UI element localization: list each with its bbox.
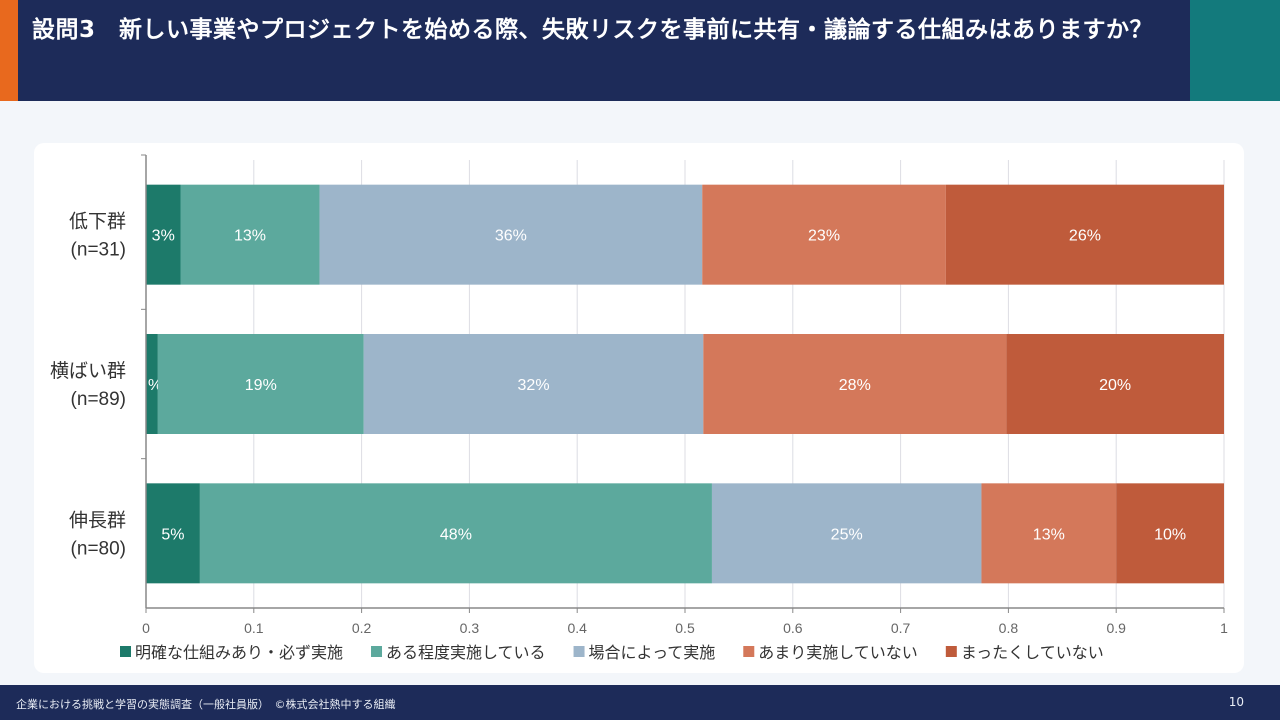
bar-segment: [711, 483, 982, 584]
data-label: 19%: [245, 377, 277, 394]
bar-segment: [1116, 483, 1224, 584]
category-label: 伸長群: [69, 509, 126, 531]
bar-segment: [703, 334, 1007, 434]
bar-segment: [363, 334, 704, 434]
data-label: 3%: [152, 228, 175, 245]
page-number: 10: [1228, 695, 1244, 709]
data-label: 48%: [440, 526, 472, 543]
legend-swatch: [573, 646, 585, 657]
slide-title: 設問3 新しい事業やプロジェクトを始める際、失敗リスクを事前に共有・議論する仕組…: [32, 17, 1154, 43]
bar-segment: [180, 184, 320, 285]
x-tick-label: 0.4: [567, 620, 587, 636]
bar-segment: [981, 483, 1117, 584]
category-n-label: (n=31): [71, 240, 126, 261]
x-tick-label: 0.2: [352, 620, 372, 636]
legend-swatch: [945, 646, 957, 657]
header-accent-orange: [0, 0, 18, 101]
bar-segment: [146, 184, 181, 285]
bar-segment: [945, 184, 1224, 285]
header-accent-teal: [1190, 0, 1280, 101]
bar-segment: [1006, 334, 1224, 434]
legend-swatch: [743, 646, 755, 657]
bar-segment: [146, 483, 200, 584]
category-label: 低下群: [69, 211, 126, 233]
axes: 0 0.1 0.2 0.3 0.4 0.5 0.6 0.7 0.8 0.9 1 低下群 (n=31) 横ば…: [50, 154, 1228, 636]
data-label: 13%: [234, 228, 266, 245]
slide-header: 設問3 新しい事業やプロジェクトを始める際、失敗リスクを事前に共有・議論する仕組…: [0, 0, 1280, 101]
x-tick-label: 0.5: [675, 620, 695, 636]
legend-label: 場合によって実施: [589, 644, 716, 662]
x-tick-label: 1: [1220, 620, 1228, 636]
data-label: 28%: [839, 377, 871, 394]
data-label: 23%: [808, 228, 840, 245]
chart-card: 3% 13% 36% 23% 26%% 19% 32% 28% 20% 5% 48% 25% 13% 10…: [34, 143, 1244, 673]
bar-segment: [319, 184, 703, 285]
x-tick-label: 0.6: [783, 620, 803, 636]
x-tick-label: 0.9: [1106, 620, 1126, 636]
data-label: 5%: [161, 526, 184, 543]
slide-footer: 企業における挑戦と学習の実態調査（一般社員版） ©株式会社熱中する組織 10: [0, 685, 1280, 720]
data-label: 25%: [831, 526, 863, 543]
legend-swatch: [120, 646, 131, 657]
data-label: 10%: [1154, 526, 1186, 543]
legend-label: ある程度実施している: [386, 644, 546, 662]
x-tick-label: 0.3: [460, 620, 480, 636]
legend: 明確な仕組みあり・必ず実施 ある程度実施している 場合によって実施 あまり実施していな…: [120, 644, 1104, 662]
data-label: 13%: [1033, 526, 1065, 543]
bar-segment: [157, 334, 364, 434]
x-tick-label: 0.8: [999, 620, 1019, 636]
x-tick-label: 0.7: [891, 620, 911, 636]
legend-label: あまり実施していない: [758, 644, 918, 662]
category-n-label: (n=89): [71, 389, 126, 410]
data-label: 20%: [1099, 377, 1131, 394]
bar-segment: [146, 334, 158, 434]
bar-segment: [702, 184, 946, 285]
bar-segment: [199, 483, 712, 584]
x-tick-label: 0.1: [244, 620, 264, 636]
legend-label: まったくしていない: [961, 644, 1104, 662]
legend-swatch: [371, 646, 383, 657]
footer-source: 企業における挑戦と学習の実態調査（一般社員版） ©株式会社熱中する組織: [16, 698, 396, 711]
legend-label: 明確な仕組みあり・必ず実施: [135, 644, 343, 662]
bars: 3% 13% 36% 23% 26%% 19% 32% 28% 20%5% 48% 25% 13% 10…: [146, 184, 1224, 584]
category-n-label: (n=80): [71, 538, 126, 559]
category-label: 横ばい群: [50, 360, 126, 382]
data-label: 36%: [495, 228, 527, 245]
stacked-bar-chart: 3% 13% 36% 23% 26%% 19% 32% 28% 20%5% 48% 25% 13% 10…: [50, 154, 1228, 662]
x-tick-label: 0: [142, 620, 150, 636]
data-label: 32%: [518, 377, 550, 394]
data-label: 26%: [1069, 228, 1101, 245]
